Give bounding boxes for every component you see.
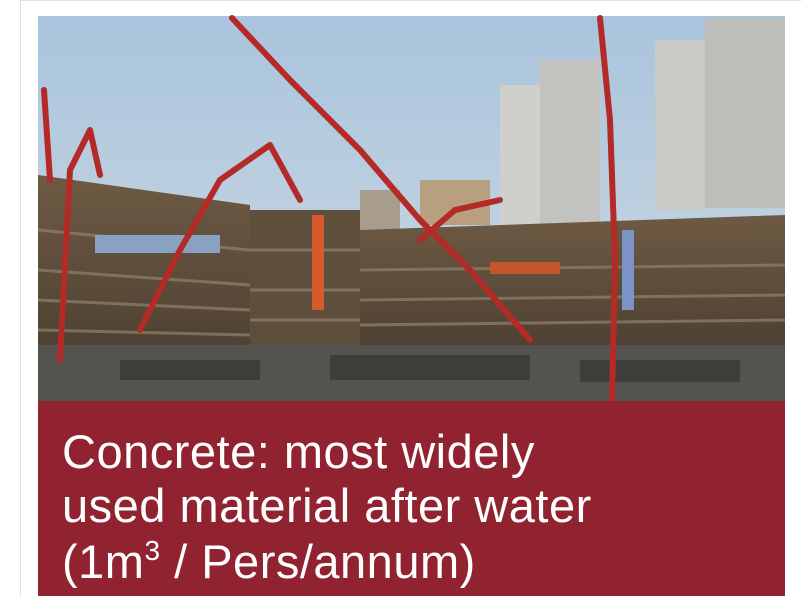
caption-text: / Pers/annum) — [161, 535, 476, 588]
caption-line: (1m3 / Pers/annum) — [62, 535, 476, 588]
caption-line: Concrete: most widely — [62, 425, 535, 478]
superscript: 3 — [144, 535, 160, 566]
caption-text: (1m — [62, 535, 144, 588]
caption-line: used material after water — [62, 479, 592, 532]
caption-band — [38, 401, 785, 596]
